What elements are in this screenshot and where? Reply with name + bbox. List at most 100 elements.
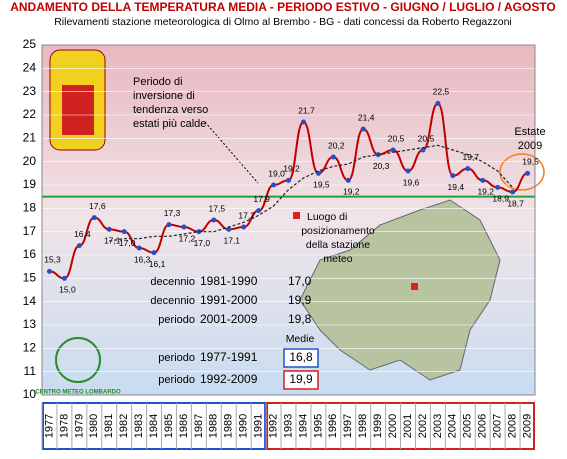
x-tick-label: 2005 [462, 414, 474, 438]
map-region [299, 199, 501, 381]
data-label: 15,0 [59, 285, 76, 295]
x-tick-label: 1989 [223, 414, 235, 438]
data-label: 19,5 [522, 157, 539, 167]
x-tick-label: 1998 [357, 414, 369, 438]
annotation: inversione di [133, 90, 195, 102]
annotation: estati più calde [133, 118, 206, 130]
data-label: 17,1 [223, 236, 240, 246]
point [226, 226, 232, 232]
table-cell: 17,0 [288, 274, 312, 288]
y-tick-label: 15 [23, 271, 37, 285]
x-tick-label: 2008 [506, 414, 518, 438]
x-tick-label: 1982 [118, 414, 130, 438]
point [91, 215, 97, 221]
data-label: 16,3 [134, 254, 151, 264]
y-tick-label: 11 [24, 364, 37, 378]
map-legend: posizionamento [301, 225, 375, 237]
pointer [204, 121, 259, 184]
data-label: 17,6 [89, 201, 106, 211]
point [256, 208, 262, 214]
x-tick-label: 1977 [43, 414, 55, 438]
point [166, 222, 172, 228]
point [106, 226, 112, 232]
point [345, 177, 351, 183]
table-cell: decennio [150, 276, 195, 288]
x-tick-label: 1992 [267, 414, 279, 438]
data-label: 17,2 [238, 210, 255, 220]
y-tick-label: 19 [23, 177, 37, 191]
y-tick-label: 22 [23, 107, 37, 121]
highlight-circle [499, 153, 545, 191]
point [241, 224, 247, 230]
data-label: 19,2 [477, 187, 494, 197]
point [510, 189, 516, 195]
x-tick-label: 2003 [432, 414, 444, 438]
data-label: 17,0 [194, 238, 211, 248]
point [271, 182, 277, 188]
x-tick-label: 1979 [73, 414, 85, 438]
annotation: tendenza verso [133, 104, 208, 116]
data-label: 21,7 [298, 105, 315, 115]
point [450, 173, 456, 179]
table-cell: 1981-1990 [200, 274, 258, 288]
map-legend: Luogo di [307, 211, 347, 223]
point [405, 168, 411, 174]
crest-inner [62, 85, 94, 135]
x-tick-label: 2004 [447, 414, 459, 438]
y-tick-label: 20 [23, 154, 37, 168]
y-tick-label: 16 [23, 247, 37, 261]
point [390, 147, 396, 153]
x-tick-label: 2000 [387, 414, 399, 438]
data-label: 17,0 [119, 238, 136, 248]
map-legend: meteo [323, 253, 352, 265]
y-tick-label: 17 [23, 224, 37, 238]
y-tick-label: 25 [23, 37, 37, 51]
data-label: 19,2 [283, 164, 300, 174]
data-label: 16,1 [149, 259, 166, 269]
data-label: 19,6 [403, 177, 420, 187]
annotation: Estate [514, 126, 545, 138]
station-marker [411, 283, 418, 290]
table-cell: periodo [158, 314, 195, 326]
data-label: 20,5 [388, 133, 405, 143]
table-cell: 1977-1991 [200, 350, 258, 364]
data-label: 22,5 [433, 87, 450, 97]
y-tick-label: 24 [23, 61, 37, 75]
data-label: 19,4 [448, 182, 465, 192]
annotation: Periodo di [133, 76, 183, 88]
point [286, 177, 291, 183]
point [181, 224, 187, 230]
value-box [283, 370, 319, 390]
table-header: Medie [286, 333, 315, 345]
table-cell: 19,8 [288, 312, 312, 326]
x-tick-label: 2006 [477, 414, 489, 438]
point [136, 245, 142, 251]
line [49, 102, 528, 280]
point [420, 147, 426, 153]
x-tick-label: 1994 [297, 414, 309, 438]
point [525, 170, 531, 176]
data-label: 19,7 [462, 152, 479, 162]
map-legend: della stazione [306, 239, 370, 251]
data-label: 19,0 [268, 168, 285, 178]
x-tick-label: 1980 [88, 414, 100, 438]
x-tick-label: 1985 [163, 414, 175, 438]
data-label: 16,4 [74, 229, 91, 239]
value-box [283, 348, 319, 368]
x-tick-label: 1986 [178, 414, 190, 438]
x-tick-label: 1983 [133, 414, 145, 438]
x-tick-label: 1991 [253, 414, 265, 438]
table-cell: periodo [158, 374, 195, 386]
data-label: 18,9 [492, 194, 509, 204]
x-tick-label: 1990 [238, 414, 250, 438]
plot-border [41, 44, 536, 396]
data-label: 17,9 [253, 194, 270, 204]
data-label: 20,3 [373, 161, 390, 171]
map [299, 199, 501, 381]
x-tick-label: 1987 [193, 414, 205, 438]
chart-title: ANDAMENTO DELLA TEMPERATURA MEDIA - PERI… [10, 0, 556, 14]
x-tick-label: 2007 [492, 414, 504, 438]
table-cell: 19,9 [289, 372, 313, 386]
y-tick-label: 21 [23, 131, 37, 145]
